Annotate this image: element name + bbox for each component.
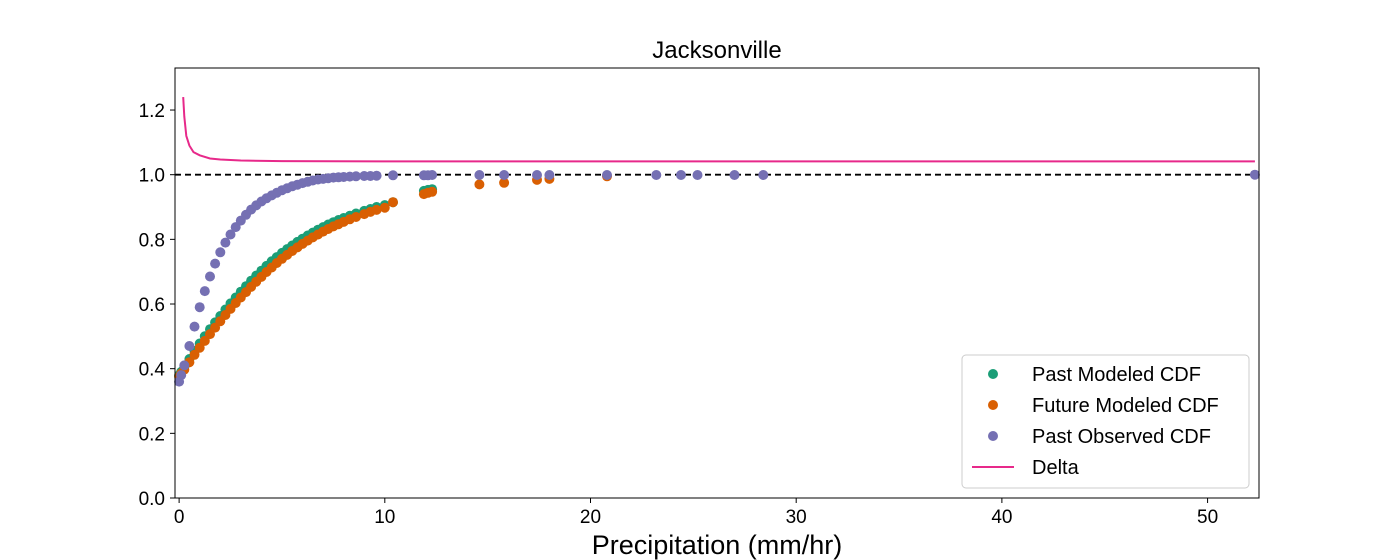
data-point bbox=[474, 170, 485, 180]
x-tick-label: 40 bbox=[991, 507, 1012, 528]
data-point bbox=[388, 197, 398, 208]
data-point bbox=[758, 170, 769, 180]
data-point bbox=[179, 360, 190, 371]
x-tick-label: 30 bbox=[786, 507, 807, 528]
data-point bbox=[371, 170, 382, 181]
legend-item-past-observed-cdf: Past Observed CDF bbox=[988, 426, 1211, 448]
data-point bbox=[184, 341, 195, 351]
data-point bbox=[215, 247, 226, 258]
legend-swatch bbox=[988, 400, 998, 410]
data-point bbox=[194, 302, 205, 313]
x-tick-label: 0 bbox=[174, 507, 185, 528]
data-point bbox=[189, 349, 200, 360]
legend-item-past-modeled-cdf: Past Modeled CDF bbox=[988, 364, 1201, 386]
data-point bbox=[176, 370, 187, 381]
data-point bbox=[388, 170, 398, 181]
y-tick-label: 0.6 bbox=[139, 295, 165, 316]
axis-ticks: 0 10 20 30 40 50 0.0 0.2 0.4 0.6 0.8 1.0 1.2 bbox=[139, 101, 1219, 528]
data-point bbox=[676, 170, 686, 180]
data-point bbox=[1249, 169, 1260, 180]
legend-label: Delta bbox=[1032, 457, 1080, 479]
series-line-delta bbox=[182, 97, 1255, 163]
data-point bbox=[499, 177, 510, 188]
y-tick-label: 1.0 bbox=[139, 166, 165, 187]
data-point bbox=[379, 202, 390, 213]
data-point bbox=[651, 170, 662, 180]
data-point bbox=[220, 237, 231, 248]
data-point bbox=[499, 170, 510, 180]
data-point bbox=[199, 286, 210, 297]
plot-area bbox=[174, 97, 1260, 387]
series-past-observed-cdf bbox=[174, 169, 1260, 387]
axes-frame bbox=[174, 67, 1260, 499]
y-tick-label: 0.2 bbox=[139, 424, 165, 445]
data-point bbox=[351, 212, 361, 222]
data-point bbox=[371, 204, 382, 215]
x-tick-label: 20 bbox=[580, 507, 601, 528]
data-point bbox=[692, 170, 703, 180]
x-tick-label: 50 bbox=[1197, 507, 1218, 528]
data-point bbox=[205, 271, 215, 282]
data-point bbox=[210, 258, 221, 269]
series-delta bbox=[182, 97, 1255, 163]
data-point bbox=[427, 170, 438, 180]
data-point bbox=[225, 229, 236, 240]
y-tick-label: 0.4 bbox=[139, 360, 166, 381]
data-point bbox=[474, 179, 485, 190]
y-tick-label: 0.0 bbox=[139, 489, 165, 510]
legend-box bbox=[961, 354, 1250, 489]
data-point bbox=[427, 186, 438, 197]
data-point bbox=[194, 342, 205, 353]
legend-item-delta: Delta bbox=[972, 457, 1080, 479]
legend-label: Past Observed CDF bbox=[1032, 426, 1211, 448]
data-point bbox=[729, 170, 740, 180]
legend-swatch bbox=[988, 369, 998, 379]
data-point bbox=[351, 171, 361, 182]
y-tick-label: 1.2 bbox=[139, 101, 165, 122]
legend-label: Past Modeled CDF bbox=[1032, 364, 1201, 386]
data-point bbox=[602, 170, 612, 180]
legend-swatch bbox=[988, 431, 998, 441]
x-axis-label: Precipitation (mm/hr) bbox=[592, 530, 843, 560]
legend-item-future-modeled-cdf: Future Modeled CDF bbox=[988, 395, 1219, 417]
data-point bbox=[189, 321, 200, 332]
legend: Past Modeled CDF Future Modeled CDF Past O… bbox=[961, 354, 1250, 489]
chart-title: Jacksonville bbox=[652, 37, 781, 64]
y-tick-label: 0.8 bbox=[139, 230, 165, 251]
x-tick-label: 10 bbox=[374, 507, 395, 528]
legend-label: Future Modeled CDF bbox=[1032, 395, 1219, 417]
data-point bbox=[544, 170, 555, 180]
data-point bbox=[199, 335, 210, 346]
data-point bbox=[532, 170, 542, 180]
